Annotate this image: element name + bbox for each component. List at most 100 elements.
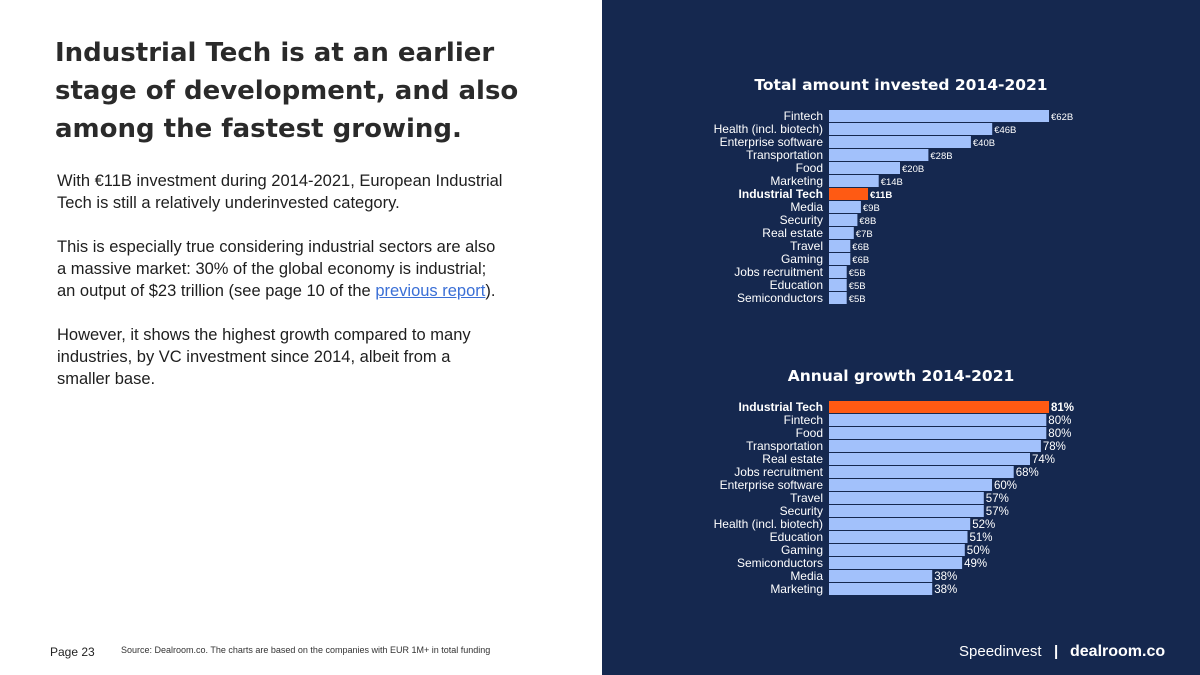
chart-2-bar-group: Health (incl. biotech) 52% xyxy=(714,517,996,531)
paragraph-3: However, it shows the highest growth com… xyxy=(57,326,471,388)
category-label: Travel xyxy=(790,491,823,505)
bar xyxy=(829,279,847,291)
bar xyxy=(829,110,1049,122)
bar xyxy=(829,427,1047,439)
value-label: €6B xyxy=(852,255,869,266)
bar xyxy=(829,453,1030,465)
category-label: Travel xyxy=(790,239,823,253)
bar xyxy=(829,479,992,491)
bar xyxy=(829,214,858,226)
category-label: Gaming xyxy=(781,543,823,557)
chart-1-bar-group: Gaming €6B xyxy=(781,252,869,266)
value-label: €6B xyxy=(852,242,869,253)
chart-2-bar-group: Security 57% xyxy=(780,504,1009,518)
value-label: €5B xyxy=(849,294,866,305)
chart-2-bar-group: Marketing 38% xyxy=(770,582,957,596)
bar xyxy=(829,414,1047,426)
bar xyxy=(829,136,971,148)
previous-report-link[interactable]: previous report xyxy=(375,282,486,300)
bar xyxy=(829,162,900,174)
chart-1-bar-group: Travel €6B xyxy=(790,239,869,253)
value-label: €28B xyxy=(930,151,952,162)
page-number: Page 23 xyxy=(50,645,95,659)
chart-1-bar-group: Jobs recruitment €5B xyxy=(734,265,865,279)
value-label: 52% xyxy=(972,519,995,531)
paragraph-2-text: This is especially true considering indu… xyxy=(57,238,496,300)
chart-1-title: Total amount invested 2014-2021 xyxy=(754,76,1048,94)
chart-1-bar-group: Health (incl. biotech) €46B xyxy=(714,122,1017,136)
bar xyxy=(829,466,1014,478)
value-label: 74% xyxy=(1032,454,1055,466)
value-label: €5B xyxy=(849,281,866,292)
page-title: Industrial Tech is at an earlier stage o… xyxy=(55,38,519,144)
category-label: Education xyxy=(770,530,823,544)
value-label: €14B xyxy=(881,177,903,188)
value-label: 60% xyxy=(994,480,1017,492)
bar xyxy=(829,292,847,304)
bar xyxy=(829,440,1041,452)
category-label: Enterprise software xyxy=(720,135,824,149)
bar xyxy=(829,175,879,187)
bar xyxy=(829,123,993,135)
dealroom-logo: dealroom.co xyxy=(1070,643,1166,660)
bar xyxy=(829,492,984,504)
chart-1-bar-group: Enterprise software €40B xyxy=(720,135,995,149)
category-label: Transportation xyxy=(746,148,823,162)
chart-2-title: Annual growth 2014-2021 xyxy=(787,367,1015,385)
speedinvest-logo: Speedinvest xyxy=(959,643,1042,660)
category-label: Fintech xyxy=(784,413,823,427)
bar xyxy=(829,266,847,278)
chart-1-bar-group: Education €5B xyxy=(770,278,866,292)
bar xyxy=(829,557,963,569)
chart-1-bar-group: Semiconductors €5B xyxy=(737,291,866,305)
chart-2-bar-group: Travel 57% xyxy=(790,491,1009,505)
category-label: Industrial Tech xyxy=(739,187,823,201)
chart-2-bar-group: Enterprise software 60% xyxy=(720,478,1017,492)
body-text: With €11B investment during 2014-2021, E… xyxy=(57,170,507,412)
bar xyxy=(829,149,929,161)
chart-1-bar-group: Security €8B xyxy=(780,213,877,227)
category-label: Media xyxy=(790,569,823,583)
value-label: €5B xyxy=(849,268,866,279)
bar xyxy=(829,227,854,239)
chart-2-bar-group: Gaming 50% xyxy=(781,543,990,557)
chart-2-bar-group: Semiconductors 49% xyxy=(737,556,987,570)
value-label: 57% xyxy=(986,493,1009,505)
bar xyxy=(829,518,971,530)
bar xyxy=(829,240,851,252)
category-label: Food xyxy=(796,426,823,440)
category-label: Marketing xyxy=(770,582,823,596)
value-label: €62B xyxy=(1051,112,1073,123)
bar xyxy=(829,544,965,556)
value-label: 38% xyxy=(934,584,957,596)
chart-2-bar-group: Transportation 78% xyxy=(746,439,1066,453)
value-label: €46B xyxy=(994,125,1016,136)
value-label: 51% xyxy=(970,532,993,544)
value-label: 38% xyxy=(934,571,957,583)
category-label: Semiconductors xyxy=(737,291,823,305)
chart-1-bar-group: Transportation €28B xyxy=(746,148,953,162)
value-label: €8B xyxy=(859,216,876,227)
text-panel: Industrial Tech is at an earlier stage o… xyxy=(50,38,519,659)
value-label: 81% xyxy=(1051,402,1074,414)
bar xyxy=(829,531,968,543)
chart-2-bar-group: Media 38% xyxy=(790,569,957,583)
chart-2-bar-group: Real estate 74% xyxy=(762,452,1055,466)
brand-separator: | xyxy=(1054,643,1059,660)
category-label: Education xyxy=(770,278,823,292)
category-label: Real estate xyxy=(762,226,823,240)
value-label: 80% xyxy=(1048,428,1071,440)
chart-1-bar-group: Fintech €62B xyxy=(784,109,1074,123)
chart-1-bar-group: Marketing €14B xyxy=(770,174,903,188)
chart-panel: Total amount invested 2014-2021 Annual g… xyxy=(602,0,1200,675)
value-label: €7B xyxy=(856,229,873,240)
value-label: €9B xyxy=(863,203,880,214)
category-label: Gaming xyxy=(781,252,823,266)
chart-2-bar-group: Education 51% xyxy=(770,530,993,544)
category-label: Media xyxy=(790,200,823,214)
value-label: €20B xyxy=(902,164,924,175)
chart-2-bar-group: Food 80% xyxy=(796,426,1072,440)
category-label: Health (incl. biotech) xyxy=(714,122,823,136)
bar xyxy=(829,505,984,517)
